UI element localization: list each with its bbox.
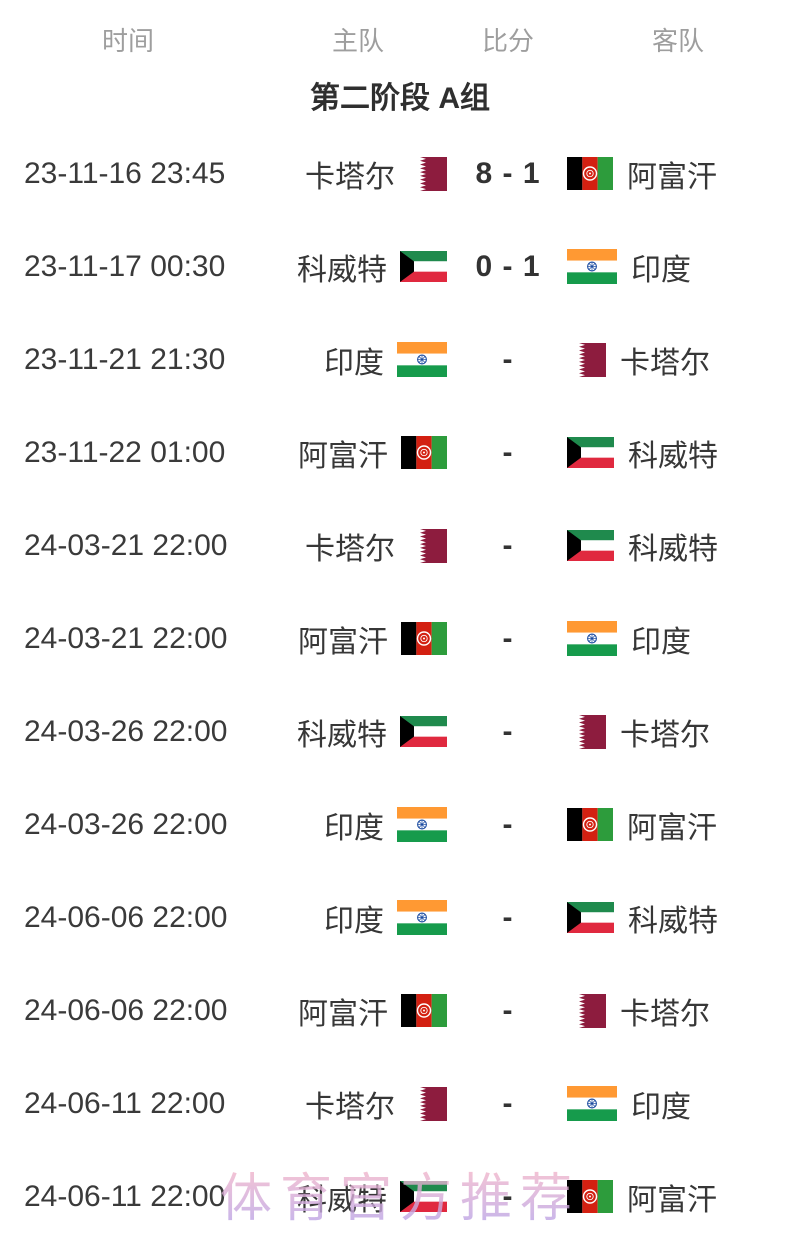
home-team-name: 科威特 bbox=[297, 1183, 387, 1217]
away-team-name: 卡塔尔 bbox=[620, 346, 710, 380]
match-score: - bbox=[502, 1179, 514, 1213]
home-team-name: 阿富汗 bbox=[298, 439, 388, 473]
column-header-away: 客队 bbox=[651, 25, 704, 56]
match-score: - bbox=[502, 342, 514, 376]
match-time: 24-06-06 22:00 bbox=[24, 900, 228, 934]
column-header-time: 时间 bbox=[101, 25, 154, 56]
away-team-name: 卡塔尔 bbox=[620, 718, 710, 752]
kuwait-flag-icon bbox=[400, 716, 447, 747]
match-score: - bbox=[502, 1086, 514, 1120]
match-row[interactable]: 23-11-21 21:30 印度 - 卡塔尔 bbox=[0, 313, 800, 406]
home-team-name: 科威特 bbox=[297, 718, 387, 752]
match-time: 24-03-26 22:00 bbox=[24, 714, 228, 748]
afghanistan-flag-icon bbox=[567, 157, 613, 190]
india-flag-icon bbox=[567, 1086, 617, 1121]
afghanistan-flag-icon bbox=[567, 808, 613, 841]
away-team-name: 阿富汗 bbox=[627, 811, 717, 845]
india-flag-icon bbox=[397, 807, 447, 842]
away-team-name: 科威特 bbox=[628, 904, 718, 938]
match-time: 24-03-21 22:00 bbox=[24, 621, 228, 655]
match-time: 24-03-26 22:00 bbox=[24, 807, 228, 841]
home-team-name: 印度 bbox=[324, 904, 384, 938]
table-header: 时间 主队 比分 客队 bbox=[0, 0, 800, 66]
away-team-name: 印度 bbox=[631, 1090, 691, 1124]
match-time: 23-11-22 01:00 bbox=[24, 435, 226, 469]
india-flag-icon bbox=[567, 249, 617, 284]
qatar-flag-icon bbox=[408, 156, 447, 191]
match-score: - bbox=[502, 528, 514, 562]
home-team-name: 科威特 bbox=[297, 253, 387, 287]
column-header-home: 主队 bbox=[331, 25, 384, 56]
qatar-flag-icon bbox=[567, 342, 606, 377]
afghanistan-flag-icon bbox=[401, 622, 447, 655]
match-row[interactable]: 24-06-06 22:00 阿富汗 - 卡塔尔 bbox=[0, 964, 800, 1057]
qatar-flag-icon bbox=[567, 714, 606, 749]
match-time: 24-06-06 22:00 bbox=[24, 993, 228, 1027]
home-team-name: 卡塔尔 bbox=[305, 1090, 395, 1124]
match-row[interactable]: 24-06-11 22:00 卡塔尔 - 印度 bbox=[0, 1057, 800, 1150]
home-team-name: 阿富汗 bbox=[298, 997, 388, 1031]
qatar-flag-icon bbox=[408, 528, 447, 563]
qatar-flag-icon bbox=[567, 993, 606, 1028]
match-time: 24-06-11 22:00 bbox=[24, 1086, 226, 1120]
match-score: 8 - 1 bbox=[475, 156, 541, 190]
kuwait-flag-icon bbox=[567, 902, 614, 933]
match-time: 23-11-21 21:30 bbox=[24, 342, 226, 376]
match-score: - bbox=[502, 621, 514, 655]
home-team-name: 卡塔尔 bbox=[305, 160, 395, 194]
match-time: 24-03-21 22:00 bbox=[24, 528, 228, 562]
home-team-name: 卡塔尔 bbox=[305, 532, 395, 566]
match-time: 24-06-11 22:00 bbox=[24, 1179, 226, 1213]
india-flag-icon bbox=[397, 900, 447, 935]
away-team-name: 印度 bbox=[631, 253, 691, 287]
match-row[interactable]: 24-06-11 22:00 科威特 - 阿富汗 bbox=[0, 1150, 800, 1243]
away-team-name: 科威特 bbox=[628, 532, 718, 566]
qatar-flag-icon bbox=[408, 1086, 447, 1121]
kuwait-flag-icon bbox=[400, 251, 447, 282]
match-row[interactable]: 23-11-17 00:30 科威特 0 - 1 印度 bbox=[0, 220, 800, 313]
match-score: - bbox=[502, 714, 514, 748]
afghanistan-flag-icon bbox=[401, 436, 447, 469]
india-flag-icon bbox=[397, 342, 447, 377]
match-score: - bbox=[502, 900, 514, 934]
match-list: 23-11-16 23:45 卡塔尔 8 - 1 阿富汗 23-11-17 00… bbox=[0, 127, 800, 1243]
match-row[interactable]: 24-03-26 22:00 印度 - 阿富汗 bbox=[0, 778, 800, 871]
home-team-name: 印度 bbox=[324, 811, 384, 845]
home-team-name: 印度 bbox=[324, 346, 384, 380]
kuwait-flag-icon bbox=[567, 530, 614, 561]
match-time: 23-11-16 23:45 bbox=[24, 156, 226, 190]
stage-group-title: 第二阶段 A组 bbox=[310, 82, 490, 115]
away-team-name: 卡塔尔 bbox=[620, 997, 710, 1031]
afghanistan-flag-icon bbox=[567, 1180, 613, 1213]
match-score: - bbox=[502, 807, 514, 841]
away-team-name: 阿富汗 bbox=[627, 160, 717, 194]
away-team-name: 印度 bbox=[631, 625, 691, 659]
match-row[interactable]: 24-03-21 22:00 阿富汗 - 印度 bbox=[0, 592, 800, 685]
away-team-name: 阿富汗 bbox=[627, 1183, 717, 1217]
match-score: - bbox=[502, 435, 514, 469]
kuwait-flag-icon bbox=[400, 1181, 447, 1212]
column-header-score: 比分 bbox=[481, 25, 534, 56]
kuwait-flag-icon bbox=[567, 437, 614, 468]
match-score: - bbox=[502, 993, 514, 1027]
away-team-name: 科威特 bbox=[628, 439, 718, 473]
match-row[interactable]: 23-11-22 01:00 阿富汗 - 科威特 bbox=[0, 406, 800, 499]
match-row[interactable]: 23-11-16 23:45 卡塔尔 8 - 1 阿富汗 bbox=[0, 127, 800, 220]
match-row[interactable]: 24-03-26 22:00 科威特 - 卡塔尔 bbox=[0, 685, 800, 778]
match-time: 23-11-17 00:30 bbox=[24, 249, 226, 283]
match-row[interactable]: 24-03-21 22:00 卡塔尔 - 科威特 bbox=[0, 499, 800, 592]
afghanistan-flag-icon bbox=[401, 994, 447, 1027]
match-score: 0 - 1 bbox=[475, 249, 541, 283]
home-team-name: 阿富汗 bbox=[298, 625, 388, 659]
match-row[interactable]: 24-06-06 22:00 印度 - 科威特 bbox=[0, 871, 800, 964]
india-flag-icon bbox=[567, 621, 617, 656]
